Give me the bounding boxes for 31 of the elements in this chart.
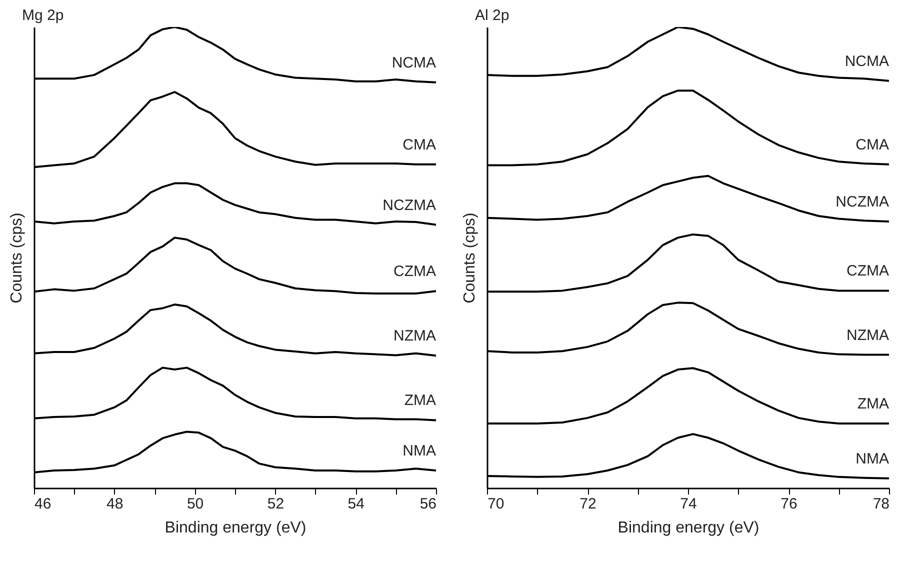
y-axis-title: Counts (cps) [8,212,26,304]
x-tick-label: 50 [186,496,204,512]
x-axis-title: Binding energy (eV) [164,520,306,536]
series-label: NZMA [394,328,436,345]
series-label: ZMA [857,395,889,412]
x-tick-label: 48 [106,496,124,512]
x-tick-label: 52 [267,496,284,512]
series-label: NZMA [846,326,889,344]
x-tick-label: 46 [34,496,52,512]
series-label: NCMA [844,52,889,70]
x-tick-label: 70 [488,496,504,512]
x-tick-label: 78 [872,496,890,512]
x-tick-label: 74 [680,496,697,512]
x-tick-label: 56 [420,496,436,512]
series-label: CMA [402,136,436,154]
x-axis-title: Binding energy (eV) [618,520,760,536]
y-axis-title: Counts (cps) [462,212,478,304]
series-label: NMA [402,442,436,460]
series-label: NCMA [392,54,436,72]
x-tick-label: 72 [580,496,596,512]
chart-title: Al 2p [475,7,510,24]
series-label: CZMA [394,263,436,280]
x-tick-label: 76 [780,496,798,512]
series-label: CZMA [846,262,889,280]
series-label: NMA [856,450,889,468]
series-label: ZMA [404,392,436,410]
series-label: NCZMA [836,194,889,211]
chart-title: Mg 2p [22,7,64,24]
x-tick-label: 54 [348,496,364,512]
series-label: CMA [856,136,889,154]
series-label: NCZMA [382,196,436,214]
